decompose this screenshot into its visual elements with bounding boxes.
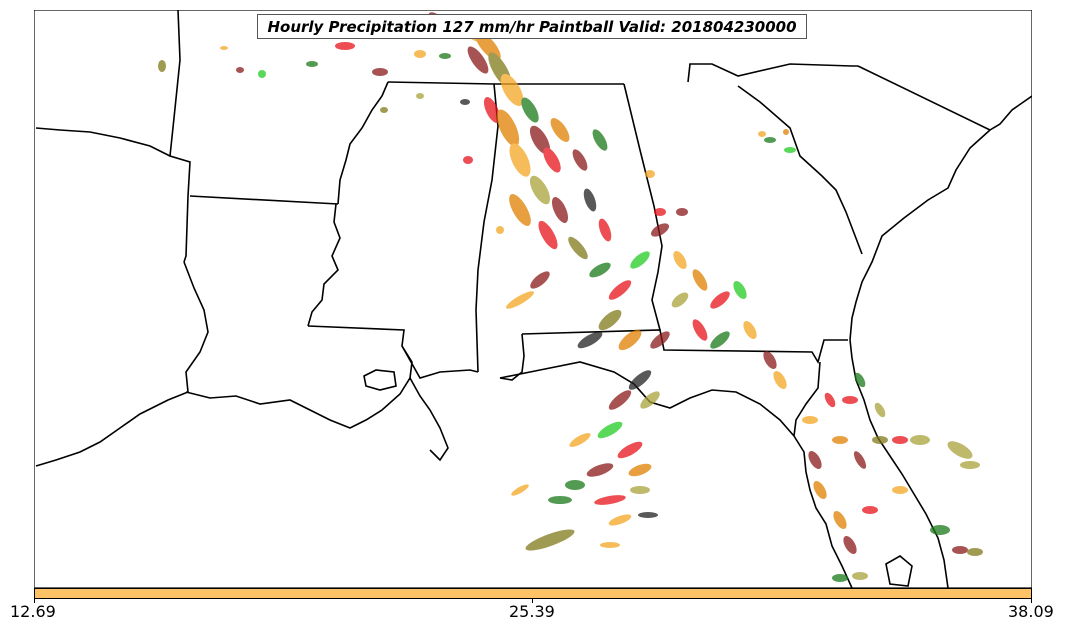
map-title: Hourly Precipitation 127 mm/hr Paintball… [267,17,797,36]
map-frame [34,10,1032,588]
precipitation-contours [158,12,983,582]
colorbar-tick-label-middle: 25.39 [509,602,555,621]
colorbar-tick-label-right: 38.09 [1008,602,1054,621]
colorbar-tick-right [1031,599,1032,603]
colorbar-tick-left [34,599,35,603]
colorbar-tick-middle [532,599,533,603]
map-title-box: Hourly Precipitation 127 mm/hr Paintball… [257,14,807,39]
colorbar-tick-label-left: 12.69 [10,602,56,621]
colorbar [34,588,1032,599]
state-boundaries [35,10,1032,588]
